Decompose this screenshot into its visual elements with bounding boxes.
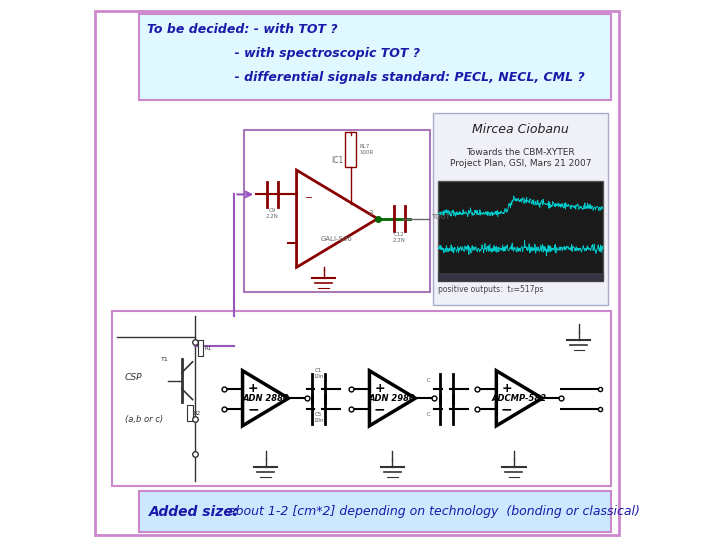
Text: Mircea Ciobanu: Mircea Ciobanu	[472, 123, 569, 136]
Text: RL7
100R: RL7 100R	[359, 145, 374, 156]
FancyBboxPatch shape	[187, 405, 193, 421]
Text: about 1-2 [cm*2] depending on technology  (bonding or classical): about 1-2 [cm*2] depending on technology…	[220, 505, 639, 518]
Text: (a,b or c): (a,b or c)	[125, 415, 163, 424]
Text: GALI-S66: GALI-S66	[321, 235, 353, 242]
Text: C9
2.2N: C9 2.2N	[266, 208, 279, 219]
FancyBboxPatch shape	[438, 181, 603, 281]
Text: To be decided: - with TOT ?: To be decided: - with TOT ?	[147, 23, 338, 36]
Text: C1
10n: C1 10n	[313, 368, 323, 379]
Text: - with spectroscopic TOT ?: - with spectroscopic TOT ?	[147, 47, 420, 60]
Text: IC1: IC1	[332, 156, 344, 165]
Text: +: +	[501, 382, 512, 395]
Text: R2: R2	[194, 410, 201, 416]
Text: Added size:: Added size:	[150, 505, 240, 518]
Text: −: −	[374, 402, 386, 416]
Text: +: +	[374, 382, 385, 395]
Text: C12
2.2N: C12 2.2N	[392, 232, 405, 243]
FancyBboxPatch shape	[433, 113, 608, 305]
Text: positive outputs:  t₀=517ps: positive outputs: t₀=517ps	[438, 285, 544, 294]
FancyBboxPatch shape	[244, 130, 430, 292]
FancyBboxPatch shape	[345, 132, 356, 167]
FancyBboxPatch shape	[438, 273, 603, 281]
Text: R1: R1	[204, 346, 212, 351]
Text: TOUT: TOUT	[431, 214, 451, 220]
Text: Towards the CBM-XYTER
Project Plan, GSI, Mars 21 2007: Towards the CBM-XYTER Project Plan, GSI,…	[450, 148, 591, 168]
Text: −: −	[305, 193, 312, 203]
Text: −: −	[501, 402, 513, 416]
Text: - differential signals standard: PECL, NECL, CML ?: - differential signals standard: PECL, N…	[147, 71, 585, 84]
Text: ADCMP-582: ADCMP-582	[492, 394, 547, 403]
FancyBboxPatch shape	[112, 310, 611, 486]
Text: T1: T1	[161, 357, 168, 362]
Text: CSP: CSP	[125, 373, 143, 382]
FancyBboxPatch shape	[138, 14, 611, 100]
FancyBboxPatch shape	[95, 11, 619, 535]
FancyBboxPatch shape	[138, 491, 611, 532]
Text: +: +	[248, 382, 258, 395]
Text: C: C	[427, 412, 431, 417]
Text: C: C	[427, 378, 431, 383]
Text: −: −	[247, 402, 258, 416]
Text: C5
10n: C5 10n	[313, 412, 323, 423]
FancyBboxPatch shape	[198, 340, 204, 356]
Text: ADN 2980: ADN 2980	[369, 394, 416, 403]
Text: ADN 2880: ADN 2880	[242, 394, 289, 403]
Text: 3: 3	[369, 210, 373, 216]
